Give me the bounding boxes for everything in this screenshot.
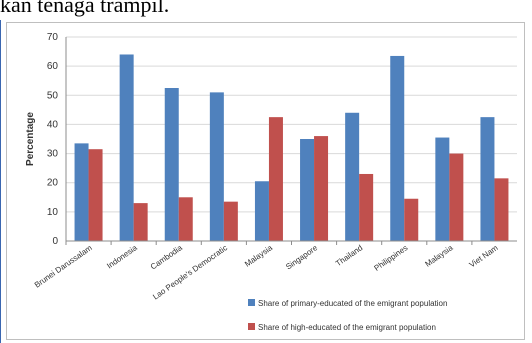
x-tick-label: Indonesia — [105, 243, 139, 271]
bar-series-1 — [345, 112, 360, 242]
bar-series-2 — [404, 198, 419, 241]
bar-series-1 — [480, 117, 495, 241]
x-tick-label: Singapore — [284, 243, 319, 272]
bar-series-1 — [209, 92, 224, 241]
y-tick-label: 20 — [47, 178, 59, 189]
x-tick-label: Philippines — [373, 243, 410, 273]
bar-series-2 — [178, 197, 193, 241]
x-tick-label: Viet Nam — [468, 243, 500, 269]
bar-series-1 — [435, 137, 450, 241]
y-tick-label: 50 — [47, 90, 59, 101]
bar-series-2 — [268, 117, 283, 241]
y-tick-label: 70 — [47, 32, 59, 43]
legend-swatch — [248, 323, 255, 330]
y-axis-title: Percentage — [25, 112, 36, 166]
bar-series-1 — [390, 55, 405, 241]
bar-series-2 — [88, 149, 103, 241]
bar-series-2 — [223, 201, 238, 241]
legend-label: Share of primary-educated of the emigran… — [258, 299, 447, 308]
y-tick-label: 0 — [52, 236, 58, 247]
x-tick-label: Lao People's Democratic — [151, 243, 229, 301]
bar-series-2 — [314, 136, 329, 241]
bar-series-1 — [300, 139, 315, 241]
legend-label: Share of high-educated of the emigrant p… — [258, 323, 436, 332]
bar-series-2 — [449, 153, 464, 241]
bar-series-2 — [359, 173, 374, 241]
y-tick-label: 40 — [47, 119, 59, 130]
x-tick-label: Malaysia — [423, 243, 454, 269]
y-tick-label: 30 — [47, 149, 59, 160]
bar-series-1 — [254, 181, 269, 241]
bar-series-2 — [133, 203, 148, 241]
y-tick-label: 60 — [47, 61, 59, 72]
x-tick-label: Brunei Darussalam — [33, 243, 94, 290]
x-tick-label: Cambodia — [149, 243, 184, 272]
bar-series-1 — [119, 54, 134, 241]
x-tick-label: Thailand — [334, 243, 364, 268]
y-tick-label: 10 — [47, 207, 59, 218]
bar-series-1 — [164, 88, 179, 241]
page-margin-line — [0, 20, 1, 343]
document-text-line: kan tenaga trampil. — [0, 0, 170, 17]
x-tick-label: Malaysia — [243, 243, 274, 269]
bar-series-1 — [74, 143, 89, 241]
bar-series-2 — [494, 178, 509, 241]
legend-swatch — [248, 299, 255, 306]
